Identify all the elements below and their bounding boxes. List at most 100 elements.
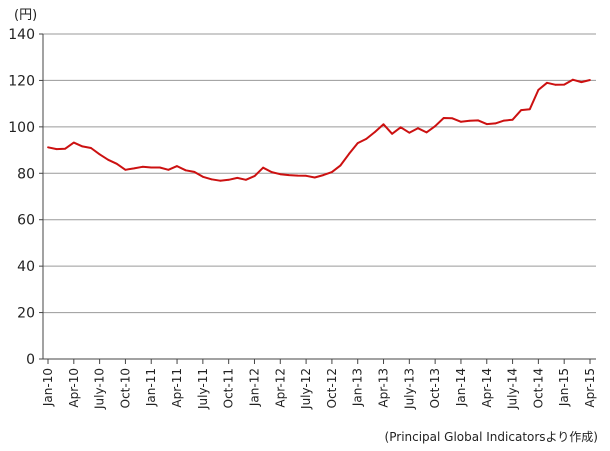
x-tick-label-Jan-14: Jan-14 [454,368,468,407]
data-point [202,175,204,178]
data-point [158,166,161,169]
gridlines [43,33,596,314]
data-point [322,174,325,177]
y-axis-unit-label: (円) [14,8,38,23]
data-point [150,166,153,169]
x-tick-label-Apr-11: Apr-11 [170,368,184,408]
data-point [72,141,75,144]
x-tick-label-Jan-10: Jan-10 [41,368,55,407]
data-point [520,109,523,111]
x-tick-label-Apr-14: Apr-14 [480,368,494,408]
data-point [193,171,196,173]
data-point [503,119,505,122]
source-note: (Principal Global Indicatorsより作成) [384,430,598,444]
data-point [571,78,574,81]
data-point [133,167,135,170]
x-tick-label-Apr-12: Apr-12 [273,368,287,408]
data-point [236,177,239,179]
data-point [589,79,591,81]
data-point [408,131,411,134]
data-point [339,164,342,167]
x-tick-label-July-11: July-11 [196,368,210,410]
x-tick-label-Jan-12: Jan-12 [247,368,261,407]
y-tick-label-120: 120 [8,73,35,89]
data-point [485,123,488,125]
data-point [141,165,144,168]
data-point [417,127,419,130]
data-point [90,147,92,149]
data-point [365,138,368,140]
data-point [262,166,264,169]
x-tick-label-Oct-14: Oct-14 [531,368,545,408]
y-tick-label-60: 60 [17,213,35,229]
data-point [331,171,333,174]
data-point [460,120,462,123]
data-point [580,81,583,83]
x-tick-label-Apr-10: Apr-10 [67,368,81,408]
data-point [279,173,282,176]
data-point [554,83,557,86]
data-point [55,148,58,151]
data-point [98,153,101,156]
data-point [494,122,497,125]
data-point [64,147,67,150]
x-tick-label-July-13: July-13 [402,368,416,410]
y-tick-label-0: 0 [26,352,35,368]
series-group [47,78,591,182]
data-point [227,178,230,181]
data-point [468,119,471,122]
data-point [511,118,514,121]
series-line [47,78,591,182]
x-tick-label-Jan-11: Jan-11 [144,368,158,407]
x-tick-label-Apr-13: Apr-13 [377,368,391,408]
data-point [253,175,256,178]
x-tick-label-Oct-13: Oct-13 [428,368,442,408]
x-tick-label-July-10: July-10 [93,368,107,410]
data-point [270,171,273,174]
x-tick-label-July-12: July-12 [299,368,313,410]
data-point [382,123,385,126]
y-tick-label-20: 20 [17,306,35,322]
data-point [305,174,307,177]
data-point [219,179,222,182]
data-point [528,108,531,111]
data-point [288,174,290,177]
x-tick-label-Oct-11: Oct-11 [222,368,236,408]
data-point [210,178,213,181]
data-point [425,131,428,134]
y-tick-label-140: 140 [8,27,35,43]
x-tick-label-Jan-13: Jan-13 [351,368,365,407]
y-tick-label-40: 40 [17,259,35,275]
data-point [107,158,110,161]
data-point [546,81,548,84]
data-point [391,132,393,135]
data-point [313,176,316,179]
data-point [47,146,49,149]
data-point [563,83,566,86]
data-point [356,142,359,145]
data-point [399,126,402,129]
data-point [477,119,480,122]
data-point [184,169,187,172]
y-tick-label-80: 80 [17,166,35,182]
x-tick-label-Oct-12: Oct-12 [325,368,339,408]
data-point [434,125,436,128]
data-point [442,117,445,119]
y-axis-ticks: 0 20 40 60 80 100 120 140 [8,27,43,368]
data-point [245,178,247,181]
data-point [176,165,178,168]
data-point [296,174,299,177]
data-point [348,152,350,155]
data-point [81,145,84,148]
data-point [167,168,170,171]
x-tick-label-Oct-10: Oct-10 [118,368,132,408]
data-point [451,117,454,120]
x-tick-label-Jan-15: Jan-15 [557,368,571,407]
data-point [124,168,127,171]
x-tick-label-Apr-15: Apr-15 [583,368,597,408]
x-tick-label-July-14: July-14 [506,368,520,410]
y-tick-label-100: 100 [8,120,35,136]
x-axis-ticks: Jan-10 Apr-10 July-10 Oct-10 Jan-11 Apr-11 Jul… [41,359,597,410]
data-point [115,162,118,165]
